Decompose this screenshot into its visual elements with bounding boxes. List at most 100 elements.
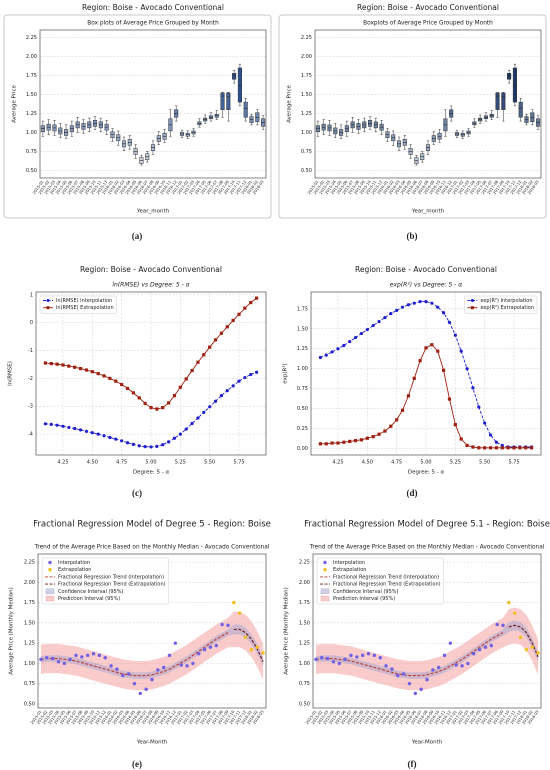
point — [80, 655, 84, 659]
panel-frame — [3, 14, 272, 219]
y-tick-label: 2.00 — [24, 580, 35, 586]
y-axis-label: exp(R²) — [282, 363, 289, 383]
point — [45, 656, 49, 660]
point — [359, 331, 364, 336]
point — [178, 385, 182, 389]
point — [360, 653, 365, 658]
y-tick-label: -1 — [28, 348, 33, 354]
point — [243, 306, 247, 310]
point — [483, 645, 488, 649]
point — [418, 359, 422, 363]
y-tick-label: 1.75 — [299, 600, 310, 606]
point — [102, 434, 106, 438]
point — [383, 429, 387, 433]
legend-box — [39, 295, 117, 314]
y-tick-label: 0.00 — [297, 446, 308, 452]
legend-swatch — [320, 595, 330, 602]
y-tick-label: 1 — [30, 292, 33, 298]
trend-line — [508, 624, 539, 658]
point — [336, 441, 340, 445]
point — [483, 421, 487, 425]
y-tick-label: 0.50 — [297, 406, 308, 412]
point — [483, 446, 487, 450]
point — [249, 647, 254, 652]
chart-subtitle: Trend of the Average Price Based on the … — [309, 545, 545, 551]
point — [401, 672, 406, 676]
point — [431, 668, 435, 672]
point — [138, 691, 143, 696]
point — [67, 364, 71, 368]
point — [430, 343, 434, 347]
point — [50, 656, 55, 661]
legend-label: ln(RMSE) Interpolation — [56, 298, 112, 304]
point — [442, 311, 446, 315]
legend-box — [41, 557, 169, 605]
point — [115, 667, 119, 671]
point — [202, 647, 207, 652]
point — [412, 376, 416, 380]
point — [337, 661, 342, 666]
point — [377, 432, 381, 436]
point — [167, 440, 171, 444]
point — [324, 442, 328, 446]
point — [84, 368, 89, 372]
y-tick-label: 1.25 — [299, 641, 310, 647]
y-tick-label: -2 — [28, 376, 33, 382]
point — [430, 301, 434, 305]
y-tick-label: 0.25 — [297, 426, 308, 432]
point — [506, 446, 510, 450]
point — [190, 368, 194, 373]
point — [488, 433, 493, 437]
y-tick-label: 1.75 — [301, 73, 312, 79]
point — [536, 651, 540, 655]
box — [501, 92, 506, 110]
point — [149, 406, 153, 410]
point — [143, 401, 147, 406]
point — [78, 367, 83, 371]
point — [518, 446, 522, 450]
legend-label: Prediction Interval (95%) — [333, 596, 395, 602]
point — [442, 368, 446, 372]
point — [155, 407, 159, 411]
point — [400, 305, 405, 309]
point — [90, 431, 94, 435]
box — [220, 92, 225, 110]
y-tick-label: 1.75 — [24, 600, 35, 606]
legend-label: exp(R²) Extrapolation — [480, 305, 534, 311]
chart-subtitle: exp(R²) vs Degree: 5 - α — [390, 282, 462, 289]
caption: (c) — [132, 488, 142, 498]
point — [43, 422, 47, 426]
y-tick-label: 1.00 — [301, 130, 312, 136]
point — [489, 643, 494, 648]
point — [501, 623, 505, 628]
y-axis-label: Average Price — [12, 85, 18, 123]
point — [255, 296, 259, 300]
chart-subtitle: Box plots of Average Price Grouped by Mo… — [87, 21, 219, 27]
plot-frame — [310, 291, 542, 456]
point — [471, 445, 475, 449]
y-axis-label: Average Price (Monthly Median) — [9, 587, 15, 675]
caption: (d) — [407, 488, 418, 498]
caption: (e) — [132, 759, 142, 769]
point — [323, 568, 327, 572]
y-tick-label: -3 — [28, 404, 33, 410]
point — [465, 443, 469, 448]
point — [49, 422, 53, 426]
y-tick-label: 0 — [30, 320, 33, 326]
point — [167, 653, 172, 658]
y-tick-label: 2.00 — [299, 580, 310, 586]
point — [208, 405, 212, 409]
point — [172, 394, 177, 398]
chart-title: Region: Boise - Avocado Conventional — [357, 3, 499, 12]
point — [73, 365, 77, 369]
point — [488, 446, 493, 450]
plot-frame — [37, 553, 267, 709]
y-tick-label: 0.50 — [26, 168, 37, 174]
point — [156, 668, 160, 672]
legend-label: Confidence Interval (95%) — [58, 589, 124, 595]
point — [448, 641, 453, 645]
chart-title: Region: Boise - Avocado Conventional — [82, 3, 224, 12]
y-axis-label: Average Price (Monthly Median) — [284, 587, 290, 675]
box — [226, 92, 231, 110]
y-tick-label: 0.75 — [299, 681, 310, 687]
